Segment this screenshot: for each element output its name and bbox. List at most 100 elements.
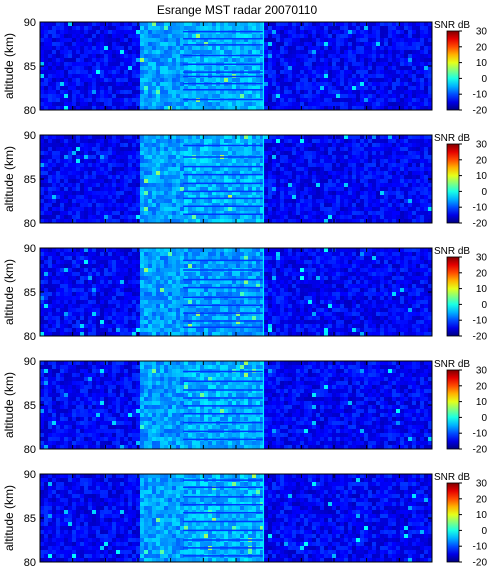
heatmap-cell: [312, 179, 316, 183]
heatmap-cell: [76, 86, 80, 90]
heatmap-cell: [424, 203, 428, 207]
heatmap-cell: [264, 191, 268, 195]
heatmap-cell: [180, 159, 184, 163]
heatmap-cell: [48, 54, 52, 58]
heatmap-cell: [376, 46, 380, 50]
heatmap-cell: [408, 179, 412, 183]
heatmap-cell: [424, 215, 428, 219]
heatmap-cell: [236, 78, 240, 82]
heatmap-cell: [124, 304, 128, 308]
heatmap-cell: [428, 195, 432, 199]
heatmap-cell: [344, 22, 348, 26]
heatmap-cell: [332, 191, 336, 195]
heatmap-cell: [52, 284, 56, 288]
heatmap-cell: [232, 163, 236, 167]
heatmap-cell: [384, 175, 388, 179]
heatmap-cell: [96, 211, 100, 215]
heatmap-cell: [264, 86, 268, 90]
heatmap-cell: [220, 191, 224, 195]
heatmap-cell: [232, 135, 236, 139]
heatmap-cell: [132, 264, 136, 268]
heatmap-cell: [164, 22, 168, 26]
heatmap-cell: [356, 46, 360, 50]
heatmap-cell: [232, 175, 236, 179]
heatmap-cell: [124, 203, 128, 207]
heatmap-cell: [316, 26, 320, 30]
heatmap-cell: [316, 70, 320, 74]
heatmap-cell: [88, 62, 92, 66]
heatmap-cell: [264, 94, 268, 98]
heatmap-cell: [44, 248, 48, 252]
heatmap-cell: [108, 82, 112, 86]
heatmap-cell: [408, 219, 412, 223]
heatmap-cell: [212, 215, 216, 219]
heatmap-cell: [100, 62, 104, 66]
heatmap-cell: [284, 38, 288, 42]
heatmap-cell: [108, 268, 112, 272]
heatmap-cell: [136, 195, 140, 199]
heatmap-cell: [348, 163, 352, 167]
heatmap-cell: [112, 38, 116, 42]
heatmap-cell: [132, 94, 136, 98]
heatmap-cell: [296, 191, 300, 195]
heatmap-cell: [204, 207, 208, 211]
heatmap-cell: [400, 22, 404, 26]
heatmap-cell: [244, 42, 248, 46]
heatmap-cell: [44, 30, 48, 34]
heatmap-cell: [332, 215, 336, 219]
heatmap-cell: [100, 175, 104, 179]
heatmap-cell: [116, 304, 120, 308]
heatmap-cell: [416, 159, 420, 163]
heatmap-cell: [300, 34, 304, 38]
heatmap-cell: [100, 268, 104, 272]
heatmap-cell: [68, 46, 72, 50]
heatmap-cell: [240, 102, 244, 106]
heatmap-cell: [208, 86, 212, 90]
heatmap-cell: [148, 215, 152, 219]
heatmap-cell: [164, 175, 168, 179]
heatmap-cell: [208, 171, 212, 175]
heatmap-cell: [164, 46, 168, 50]
heatmap-cell: [144, 74, 148, 78]
heatmap-cell: [80, 151, 84, 155]
heatmap-cell: [416, 26, 420, 30]
heatmap-cell: [288, 155, 292, 159]
heatmap-cell: [136, 26, 140, 30]
heatmap-cell: [68, 264, 72, 268]
heatmap-cell: [372, 26, 376, 30]
heatmap-cell: [48, 328, 52, 332]
heatmap-cell: [48, 296, 52, 300]
heatmap-cell: [108, 276, 112, 280]
heatmap-cell: [96, 219, 100, 223]
heatmap-cell: [88, 135, 92, 139]
heatmap-cell: [160, 94, 164, 98]
heatmap-cell: [220, 42, 224, 46]
heatmap-cell: [280, 102, 284, 106]
heatmap-cell: [68, 163, 72, 167]
heatmap-cell: [208, 106, 212, 110]
heatmap-cell: [204, 151, 208, 155]
heatmap-cell: [296, 86, 300, 90]
heatmap-cell: [216, 195, 220, 199]
heatmap-cell: [140, 34, 144, 38]
heatmap-cell: [64, 135, 68, 139]
heatmap-cell: [92, 30, 96, 34]
heatmap-cell: [208, 58, 212, 62]
heatmap-cell: [76, 94, 80, 98]
heatmap-cell: [128, 324, 132, 328]
heatmap-cell: [80, 143, 84, 147]
heatmap-cell: [148, 147, 152, 151]
heatmap-cell: [60, 74, 64, 78]
heatmap-cell: [412, 155, 416, 159]
heatmap-cell: [168, 199, 172, 203]
heatmap-cell: [64, 264, 68, 268]
heatmap-cell: [404, 195, 408, 199]
heatmap-cell: [188, 151, 192, 155]
heatmap-cell: [360, 191, 364, 195]
heatmap-cell: [352, 199, 356, 203]
heatmap-cell: [168, 90, 172, 94]
heatmap-cell: [416, 215, 420, 219]
heatmap-cell: [108, 175, 112, 179]
heatmap-cell: [96, 82, 100, 86]
heatmap-cell: [384, 219, 388, 223]
